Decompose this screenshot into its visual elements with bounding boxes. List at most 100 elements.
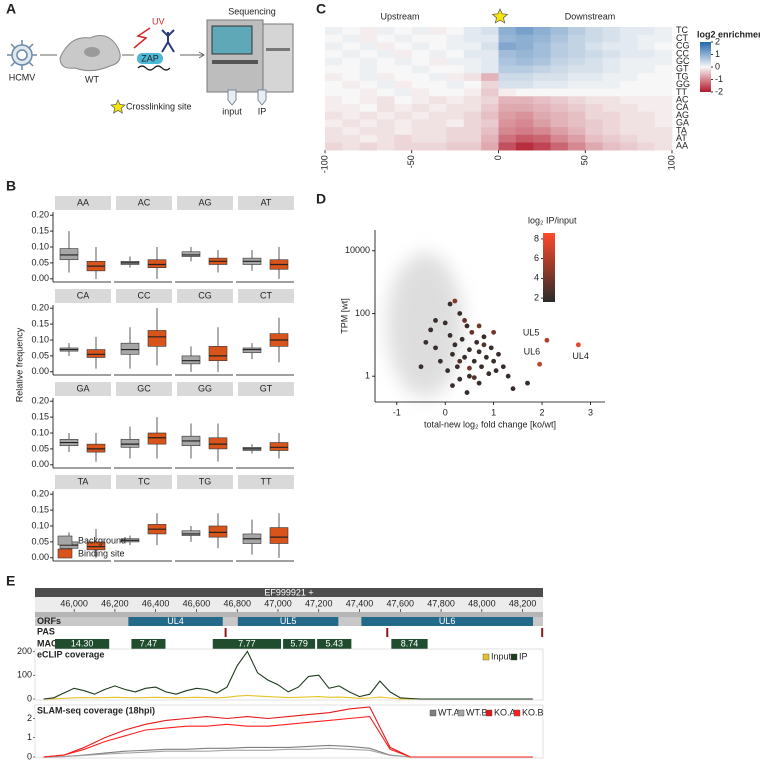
heatmap-cell (481, 88, 499, 97)
heatmap-cell (567, 42, 586, 51)
heatmap-cell (515, 88, 534, 97)
heatmap-cell (446, 142, 465, 151)
orf (237, 617, 339, 626)
point (433, 318, 438, 323)
heatmap-cell (515, 65, 534, 74)
heatmap-cell (481, 50, 499, 59)
slot (212, 60, 258, 64)
heatmap-cell (394, 50, 413, 59)
tube-label: IP (258, 106, 267, 116)
heatmap-cell (654, 42, 673, 51)
heatmap-cell (515, 111, 534, 120)
orf-label: UL6 (439, 616, 456, 626)
point (471, 358, 477, 364)
nucleus (84, 47, 100, 57)
heatmap-cell (619, 42, 638, 51)
heatmap-cell (637, 88, 656, 97)
heatmap-cell (481, 80, 499, 89)
heatmap-cell (359, 134, 378, 143)
heatmap-cell (550, 34, 569, 43)
box (269, 442, 289, 451)
heatmap-cell (550, 142, 569, 151)
heatmap-cell (463, 27, 482, 35)
heatmap-cell (377, 88, 395, 97)
heatmap-cell (377, 27, 395, 35)
heatmap-cell (411, 65, 430, 74)
track-label: MACS2 (37, 638, 69, 648)
heatmap-cell (342, 142, 361, 151)
heatmap-cell (377, 57, 395, 66)
heatmap-cell (567, 80, 586, 89)
heatmap-cell (654, 88, 673, 97)
facet-strip (238, 382, 294, 396)
heatmap-cell (411, 80, 430, 89)
facet-label: AT (261, 197, 272, 207)
colorbar-tick-label: 2 (534, 292, 539, 302)
heatmap-cell (377, 134, 395, 143)
heatmap-cell (446, 96, 465, 105)
heatmap-cell (533, 34, 551, 43)
heatmap-cell (325, 96, 343, 105)
x-tick-label: 47,600 (387, 598, 415, 608)
panel-frame (34, 704, 544, 759)
heatmap-cell (550, 65, 569, 74)
row-label: TG (676, 71, 689, 81)
y-tick-label: 10000 (345, 245, 370, 255)
facet-strip (238, 196, 294, 210)
y-tick-label: 0.15 (31, 225, 49, 235)
heatmap-cell (359, 57, 378, 66)
legend-label: Background (78, 535, 126, 545)
facet-strip (238, 289, 294, 303)
heatmap-cell (533, 57, 551, 66)
facet-label: TG (199, 476, 212, 486)
heatmap-cell (377, 80, 395, 89)
colorbar-tick-label: 2 (715, 36, 720, 46)
heatmap-cell (377, 127, 395, 136)
y-tick-label: 0.20 (31, 489, 49, 499)
heatmap-cell (585, 96, 603, 105)
heatmap-cell (481, 111, 499, 120)
heatmap-cell (619, 96, 638, 105)
coverage-line (43, 650, 533, 700)
x-tick-label: 46,000 (60, 598, 88, 608)
box (147, 330, 167, 347)
facet-strip (238, 475, 294, 489)
heatmap-cell (481, 73, 499, 82)
heatmap-cell (602, 73, 621, 82)
point (537, 361, 543, 367)
x-tick-label: -1 (393, 407, 401, 417)
heatmap-cell (654, 27, 673, 35)
heatmap-cell (619, 73, 638, 82)
x-tick-label: 50 (580, 155, 590, 165)
point (575, 342, 581, 348)
row-label: TT (676, 87, 687, 97)
point (437, 358, 443, 364)
heatmap-cell (567, 119, 586, 128)
heatmap-cell (481, 34, 499, 43)
x-tick-label: 47,200 (305, 598, 333, 608)
facet-strip (177, 382, 233, 396)
heatmap-cell (463, 42, 482, 51)
heatmap-cell (446, 119, 465, 128)
y-tick-label: 2 (27, 713, 32, 723)
point (474, 339, 480, 345)
heatmap-cell (550, 50, 569, 59)
peak (131, 639, 166, 649)
heatmap-cell (533, 73, 551, 82)
heatmap-cell (567, 96, 586, 105)
heatmap-cell (411, 50, 430, 59)
box (269, 527, 289, 544)
x-tick-label: 46,800 (223, 598, 251, 608)
heatmap-cell (481, 57, 499, 66)
heatmap-cell (463, 127, 482, 136)
heatmap-cell (394, 42, 413, 51)
heatmap-cell (619, 111, 638, 120)
colorbar-tick-label: 4 (534, 273, 539, 283)
point-label: UL4 (572, 351, 589, 361)
facet-label: GC (137, 383, 151, 393)
heatmap-cell (429, 104, 447, 112)
heatmap-cell (498, 96, 517, 105)
box (86, 541, 106, 551)
heatmap-cell (377, 142, 395, 151)
x-tick-label: 0 (493, 155, 503, 160)
